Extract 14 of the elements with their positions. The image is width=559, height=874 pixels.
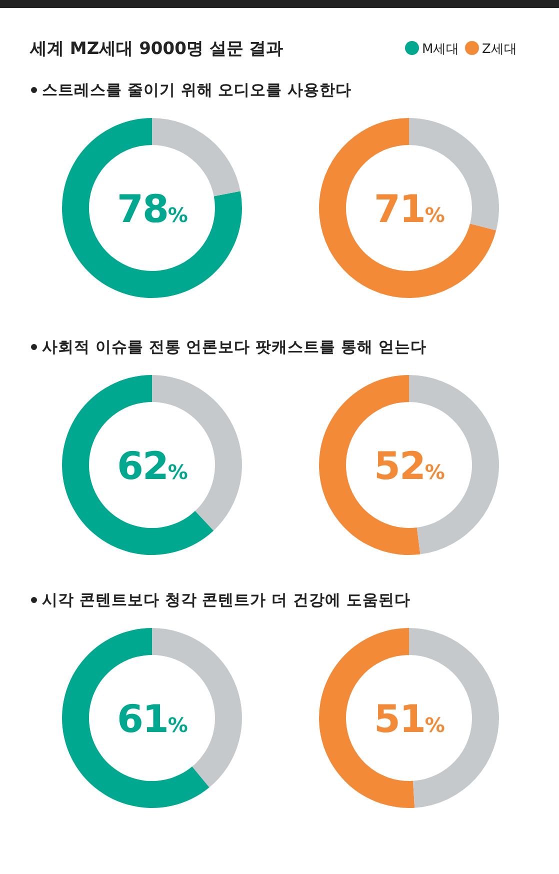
- chart-subtitle: 사회적 이슈를 전통 언론보다 팟캐스트를 통해 얻는다: [42, 338, 426, 356]
- chart-subtitle: 시각 콘텐트보다 청각 콘텐트가 더 건강에 도움된다: [42, 591, 410, 609]
- data-label: 62%: [117, 444, 188, 488]
- legend-item: M세대: [405, 41, 460, 57]
- data-label: 61%: [117, 697, 188, 741]
- legend-label: M세대: [422, 42, 460, 57]
- chart-title: 세계 MZ세대 9000명 설문 결과: [29, 39, 284, 59]
- text: 스트레스를 줄이기 위해 오디오를 사용한다: [42, 81, 352, 99]
- legend-label: Z세대: [482, 42, 517, 57]
- data-label: 71%: [374, 187, 445, 231]
- data-label: 78%: [117, 187, 188, 231]
- data-label: 52%: [374, 444, 445, 488]
- legend-item: Z세대: [465, 41, 517, 57]
- data-label: 51%: [374, 697, 445, 741]
